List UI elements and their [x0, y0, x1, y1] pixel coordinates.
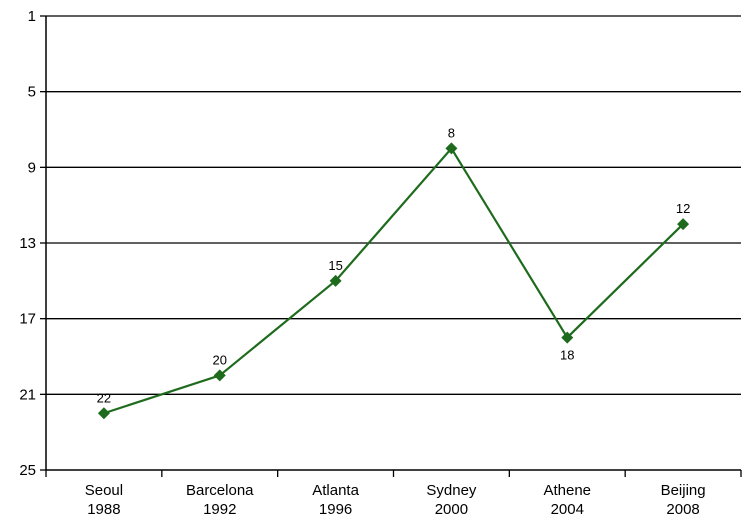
data-label: 22 — [97, 390, 111, 405]
x-tick-label: Barcelona — [186, 482, 254, 499]
series-line — [103, 147, 684, 415]
y-tick-label: 9 — [28, 159, 36, 176]
x-tick-label: 2000 — [435, 501, 468, 518]
data-label: 15 — [328, 258, 342, 273]
data-label: 20 — [213, 352, 227, 367]
x-tick-label: 2004 — [551, 501, 584, 518]
data-point-marker — [445, 142, 458, 155]
data-point-marker — [677, 218, 690, 231]
x-tick-label: 2008 — [666, 501, 699, 518]
x-tick-label: 1988 — [87, 501, 120, 518]
x-tick-label: Beijing — [661, 482, 706, 499]
x-tick-label: Sydney — [426, 482, 477, 499]
x-tick-label: Athene — [543, 482, 591, 499]
x-tick-label: 1996 — [319, 501, 352, 518]
y-tick-label: 13 — [19, 235, 36, 252]
x-tick-label: 1992 — [203, 501, 236, 518]
data-point-marker — [329, 274, 342, 287]
gridlines — [46, 15, 741, 395]
y-tick-label: 5 — [28, 84, 36, 101]
y-tick-label: 25 — [19, 462, 36, 479]
x-tick-label: Seoul — [85, 482, 123, 499]
y-tick-label: 17 — [19, 311, 36, 328]
data-label: 8 — [448, 125, 455, 140]
y-tick-label: 1 — [28, 8, 36, 25]
x-tick-label: Atlanta — [312, 482, 359, 499]
x-axis-ticks: Seoul 1988 Barcelona 1992 Atlanta 1996 Sydney 2… — [45, 470, 742, 518]
y-tick-label: 21 — [19, 386, 36, 403]
y-axis-ticks: 1 5 9 13 17 21 25 — [19, 8, 46, 479]
data-point-marker — [561, 331, 574, 344]
data-point-marker — [97, 407, 110, 420]
data-label: 12 — [676, 201, 690, 216]
data-label: 18 — [560, 348, 574, 363]
data-point-marker — [213, 369, 226, 382]
series: 22 20 15 8 18 12 — [97, 125, 690, 420]
